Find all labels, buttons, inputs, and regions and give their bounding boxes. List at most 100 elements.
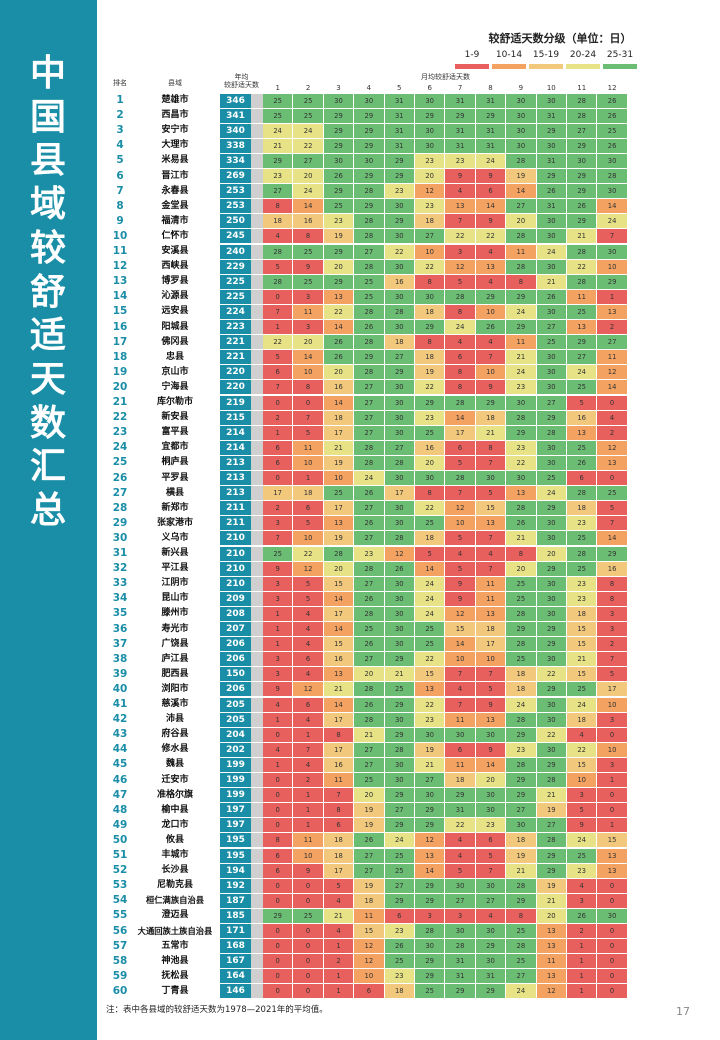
month-cell: 3: [263, 591, 293, 606]
month-cell: 25: [323, 486, 354, 501]
legend-swatch: [566, 64, 600, 69]
rank-cell: 1: [116, 94, 124, 106]
annual-days-bar: [251, 123, 263, 138]
month-cell: 29: [597, 546, 627, 561]
month-cell: 30: [354, 153, 384, 168]
rank-cell: 5: [116, 154, 124, 167]
annual-days-cell: 221: [220, 335, 251, 350]
month-cell: 17: [323, 712, 354, 727]
month-cell: 15: [445, 622, 475, 637]
month-cell: 22: [263, 335, 293, 350]
month-cell: 6: [323, 818, 354, 833]
month-cell: 29: [536, 757, 566, 772]
month-cell: 16: [415, 440, 445, 455]
month-cell: 15: [415, 667, 445, 682]
month-cell: 5: [293, 591, 323, 606]
month-cell: 29: [384, 214, 414, 229]
month-cell: 7: [293, 410, 323, 425]
month-cell: 29: [475, 108, 506, 123]
month-cell: 30: [536, 455, 566, 470]
rank-cell: 6: [116, 169, 124, 182]
month-cell: 26: [323, 169, 354, 184]
month-cell: 1: [263, 757, 293, 772]
month-cell: 30: [536, 697, 566, 712]
month-cell: 29: [506, 289, 536, 304]
annual-days-cell: 185: [220, 908, 251, 923]
annual-days-bar: [251, 380, 263, 395]
month-cell: 30: [384, 516, 414, 531]
month-cell: 10: [293, 365, 323, 380]
month-cell: 6: [475, 184, 506, 199]
month-cell: 29: [384, 818, 414, 833]
annual-days-bar: [251, 531, 263, 546]
month-cell: 19: [415, 742, 445, 757]
month-cell: 24: [567, 365, 597, 380]
annual-days-cell: 206: [220, 637, 251, 652]
county-name: 神池县: [161, 955, 189, 966]
month-cell: 25: [567, 380, 597, 395]
month-cell: 19: [415, 365, 445, 380]
month-cell: 6: [445, 742, 475, 757]
month-cell: 25: [384, 863, 414, 878]
rank-cell: 15: [112, 305, 128, 318]
month-cell: 25: [263, 93, 293, 108]
rank-cell: 48: [112, 803, 128, 816]
month-cell: 3: [445, 908, 475, 923]
month-cell: 18: [384, 984, 414, 999]
county-name: 浏阳市: [161, 683, 189, 694]
month-cell: 6: [384, 908, 414, 923]
month-cell: 11: [293, 440, 323, 455]
month-cell: 30: [384, 773, 414, 788]
month-cell: 30: [536, 365, 566, 380]
annual-days-cell: 210: [220, 531, 251, 546]
month-cell: 18: [293, 486, 323, 501]
month-cell: 22: [415, 652, 445, 667]
month-cell: 26: [597, 108, 627, 123]
month-cell: 6: [567, 471, 597, 486]
month-cell: 27: [506, 803, 536, 818]
month-cell: 22: [415, 501, 445, 516]
county-name: 库尔勒市: [156, 397, 193, 407]
annual-days-cell: 210: [220, 561, 251, 576]
month-cell: 22: [384, 244, 414, 259]
rank-cell: 22: [112, 411, 128, 424]
month-cell: 23: [567, 591, 597, 606]
month-cell: 0: [263, 954, 293, 969]
month-cell: 30: [415, 138, 445, 153]
month-cell: 25: [293, 93, 323, 108]
month-cell: 29: [384, 365, 414, 380]
month-cell: 29: [323, 138, 354, 153]
month-cell: 29: [415, 320, 445, 335]
month-cell: 31: [475, 123, 506, 138]
month-cell: 13: [475, 712, 506, 727]
month-cell: 0: [263, 803, 293, 818]
month-cell: 25: [293, 274, 323, 289]
month-cell: 8: [506, 546, 536, 561]
month-cell: 29: [384, 153, 414, 168]
annual-days-bar: [251, 788, 263, 803]
month-cell: 29: [415, 969, 445, 984]
month-cell: 21: [506, 350, 536, 365]
annual-days-bar: [251, 304, 263, 319]
month-cell: 19: [354, 803, 384, 818]
month-cell: 25: [384, 848, 414, 863]
month-cell: 27: [536, 320, 566, 335]
rank-cell: 35: [112, 607, 128, 620]
annual-days-bar: [251, 591, 263, 606]
county-name: 寿光市: [161, 623, 189, 634]
month-cell: 29: [536, 561, 566, 576]
month-cell: 30: [536, 576, 566, 591]
month-cell: 23: [506, 380, 536, 395]
month-cell: 29: [323, 274, 354, 289]
month-cell: 29: [384, 652, 414, 667]
month-cell: 23: [263, 169, 293, 184]
month-cell: 30: [415, 471, 445, 486]
rank-cell: 37: [112, 637, 128, 650]
month-cell: 9: [475, 742, 506, 757]
rank-cell: 50: [112, 833, 128, 846]
month-cell: 13: [445, 199, 475, 214]
annual-days-bar: [251, 606, 263, 621]
month-cell: 13: [536, 924, 566, 939]
month-cell: 16: [293, 214, 323, 229]
rank-cell: 29: [112, 516, 128, 529]
